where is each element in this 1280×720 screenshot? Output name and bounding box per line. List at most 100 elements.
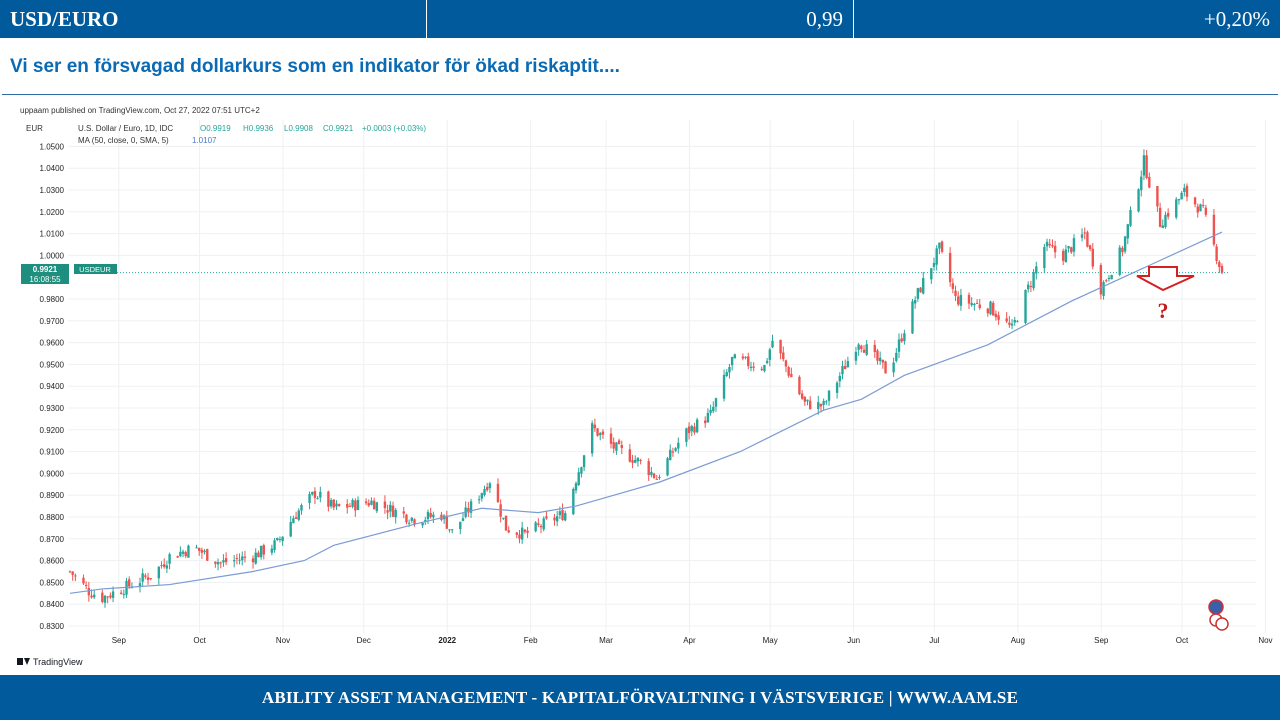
candle-body: [93, 594, 96, 598]
candle-body: [1045, 241, 1049, 247]
candle-body: [1072, 238, 1076, 252]
candle-body: [467, 507, 470, 513]
candle-body: [1088, 245, 1092, 250]
candles: [68, 149, 1224, 608]
x-tick-label: Oct: [193, 636, 206, 645]
candle-body: [954, 290, 957, 296]
candle-body: [82, 577, 85, 584]
candle-body: [179, 551, 182, 557]
candle-body: [480, 493, 484, 499]
candle-body: [677, 442, 680, 449]
candle-body: [1193, 197, 1197, 205]
y-tick-label: 0.9300: [40, 404, 65, 413]
candle-body: [728, 366, 731, 373]
candle-body: [822, 400, 825, 406]
candle-body: [639, 460, 642, 462]
candle-body: [938, 242, 941, 249]
candle-body: [1212, 214, 1216, 245]
candle-body: [300, 504, 303, 511]
candle-body: [426, 511, 430, 520]
candle-body: [200, 549, 204, 553]
candle-body: [628, 449, 632, 462]
candle-body: [593, 424, 597, 429]
candle-body: [1016, 321, 1019, 323]
candle-body: [1126, 224, 1129, 239]
candle-body: [1166, 212, 1170, 217]
candle-body: [364, 501, 368, 504]
candle-body: [1032, 272, 1035, 289]
y-tick-label: 1.0200: [40, 208, 65, 217]
candle-body: [730, 356, 734, 366]
x-tick-label: Oct: [1176, 636, 1189, 645]
candle-body: [1107, 277, 1111, 280]
candle-body: [733, 354, 737, 359]
candle-body: [165, 565, 169, 569]
y-tick-label: 0.9100: [40, 448, 65, 457]
candle-body: [841, 366, 844, 375]
candle-body: [685, 428, 688, 442]
candle-body: [1083, 232, 1086, 234]
candle-body: [897, 339, 901, 352]
candle-body: [615, 442, 618, 451]
candle-body: [722, 374, 726, 399]
candle-body: [537, 523, 540, 525]
y-tick-label: 1.0500: [40, 142, 65, 151]
candle-body: [835, 382, 839, 393]
candle-body: [1043, 246, 1046, 269]
candle-body: [580, 467, 583, 474]
candle-body: [235, 557, 239, 559]
candle-body: [128, 579, 131, 587]
candle-body: [706, 412, 710, 423]
candle-body: [276, 538, 279, 540]
candle-body: [1035, 266, 1038, 274]
candle-body: [752, 366, 755, 368]
candle-body: [1185, 185, 1189, 197]
candle-body: [539, 525, 543, 528]
candle-body: [1008, 322, 1011, 325]
candle-body: [771, 340, 774, 348]
ma-label: MA (50, close, 0, SMA, 5): [78, 136, 169, 145]
candle-body: [257, 552, 260, 558]
candle-body: [515, 532, 519, 535]
x-tick-label: Sep: [1094, 636, 1109, 645]
candle-body: [111, 591, 115, 598]
candle-body: [1137, 189, 1140, 212]
candle-body: [429, 512, 432, 518]
candle-body: [144, 575, 147, 577]
candle-body: [254, 552, 257, 564]
x-tick-label: Mar: [599, 636, 613, 645]
candle-body: [765, 360, 769, 364]
candle-body: [687, 426, 691, 434]
y-tick-label: 0.8600: [40, 557, 65, 566]
candle-body: [1029, 285, 1033, 287]
candle-body: [636, 457, 640, 462]
y-tick-label: 0.9500: [40, 360, 65, 369]
candle-body: [507, 530, 510, 533]
candle-body: [997, 315, 1000, 320]
candle-body: [827, 390, 831, 401]
candle-body: [413, 519, 416, 525]
candle-body: [782, 352, 785, 360]
candle-body: [149, 578, 152, 580]
x-tick-label: Apr: [683, 636, 696, 645]
candle-body: [572, 488, 575, 515]
candle-body: [617, 440, 621, 445]
candle-body: [913, 300, 917, 304]
candle-body: [483, 488, 486, 495]
candle-body: [130, 587, 134, 589]
candle-body: [940, 241, 944, 252]
candle-body: [313, 491, 317, 498]
candle-body: [658, 476, 661, 478]
candle-body: [900, 338, 903, 342]
candle-body: [270, 548, 274, 553]
candle-body: [391, 505, 395, 517]
candle-body: [932, 262, 936, 267]
candle-body: [308, 493, 311, 504]
x-tick-label: Jun: [847, 636, 860, 645]
candle-body: [884, 361, 887, 374]
candle-body: [1105, 280, 1108, 282]
candle-body: [1061, 250, 1065, 261]
candle-body: [922, 278, 925, 294]
price-tag: 0.9921: [33, 265, 58, 274]
